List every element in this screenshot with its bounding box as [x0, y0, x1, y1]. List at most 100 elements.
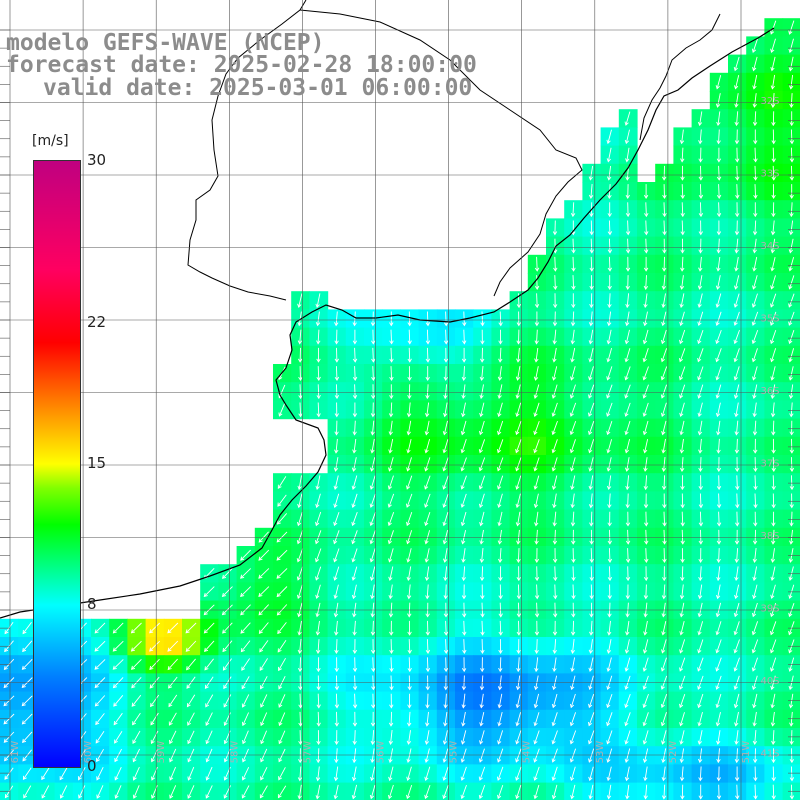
wind-arrow [607, 493, 612, 509]
wind-arrow [478, 493, 485, 509]
wind-arrow [606, 165, 612, 181]
wind-arrow [625, 256, 631, 272]
wind-arrow [697, 329, 704, 345]
wind-arrow [533, 420, 540, 436]
wind-arrow [716, 220, 722, 236]
wind-arrow [407, 384, 412, 400]
wind-arrow [697, 639, 704, 654]
wind-arrow [752, 402, 757, 418]
wind-arrow [680, 475, 685, 491]
wind-arrow [205, 766, 213, 781]
wind-arrow [533, 693, 540, 709]
wind-arrow [662, 493, 667, 509]
wind-arrow [94, 659, 106, 670]
wind-arrow [752, 93, 757, 108]
wind-arrow [515, 748, 522, 763]
wind-arrow [751, 348, 758, 363]
wind-arrow [352, 420, 357, 436]
wind-arrow [388, 457, 394, 472]
wind-arrow [788, 584, 795, 600]
wind-arrow [424, 475, 431, 490]
wind-arrow [442, 493, 449, 508]
wind-arrow [406, 784, 413, 800]
wind-arrow [95, 713, 105, 726]
wind-arrow [753, 784, 758, 800]
wind-arrow [149, 658, 160, 671]
wind-arrow [606, 693, 613, 709]
wind-arrow [789, 511, 794, 527]
wind-arrow [679, 748, 685, 764]
wind-arrow [698, 784, 703, 800]
wind-arrow [771, 784, 776, 800]
wind-arrow [316, 657, 321, 673]
wind-arrow [351, 457, 357, 472]
wind-arrow [570, 511, 576, 527]
wind-arrow [625, 202, 631, 218]
wind-arrow [588, 493, 594, 509]
wind-arrow [644, 238, 649, 254]
wind-arrow [770, 220, 776, 236]
wind-arrow [478, 457, 486, 472]
wind-arrow [733, 639, 740, 654]
wind-arrow [770, 38, 776, 54]
wind-arrow [443, 329, 449, 345]
wind-arrow [351, 530, 358, 545]
wind-arrow [662, 238, 667, 254]
wind-arrow [660, 712, 667, 727]
wind-arrow [624, 693, 631, 709]
wind-arrow [771, 438, 776, 454]
wind-arrow [588, 693, 595, 709]
wind-arrow [789, 111, 794, 127]
wind-arrow [588, 165, 594, 181]
wind-arrow [606, 384, 613, 399]
wind-arrow [316, 329, 321, 345]
wind-arrow [388, 766, 394, 782]
wind-arrow [625, 220, 631, 236]
wind-arrow [660, 366, 668, 381]
wind-arrow [716, 766, 721, 782]
wind-arrow [479, 511, 485, 527]
wind-arrow [352, 329, 358, 345]
wind-arrow [387, 475, 394, 490]
wind-arrow [240, 622, 251, 634]
wind-arrow [425, 584, 430, 600]
wind-arrow [242, 748, 249, 763]
wind-arrow [462, 639, 467, 654]
wind-arrow [480, 347, 485, 363]
wind-arrow [205, 694, 214, 708]
wind-arrow [461, 566, 466, 582]
wind-arrow [187, 730, 195, 745]
wind-arrow [316, 711, 321, 727]
wind-arrow [406, 438, 412, 454]
wind-arrow [624, 657, 631, 672]
wind-arrow [351, 784, 358, 800]
wind-arrow [389, 693, 394, 709]
wind-arrow [260, 748, 268, 763]
wind-arrow [715, 293, 722, 308]
wind-arrow [733, 293, 740, 308]
wind-arrow [296, 584, 303, 600]
wind-arrow [258, 568, 270, 579]
wind-arrow [551, 693, 558, 709]
wind-arrow [716, 111, 721, 127]
wind-arrow [716, 457, 722, 472]
wind-arrow [752, 56, 758, 72]
wind-arrow [643, 784, 648, 800]
wind-arrow [479, 402, 485, 418]
wind-arrow [735, 493, 740, 509]
wind-arrow [606, 457, 612, 472]
wind-arrow [240, 640, 251, 653]
wind-arrow [606, 420, 613, 436]
wind-arrow [443, 620, 449, 636]
wind-arrow [315, 566, 322, 581]
wind-arrow [733, 74, 740, 90]
wind-arrow [534, 256, 540, 272]
wind-arrow [185, 622, 197, 634]
wind-arrow [516, 347, 521, 363]
wind-arrow [643, 620, 648, 636]
wind-arrow [389, 639, 394, 654]
wind-arrow [498, 329, 503, 345]
wind-arrow [497, 366, 503, 381]
wind-arrow [789, 493, 794, 509]
